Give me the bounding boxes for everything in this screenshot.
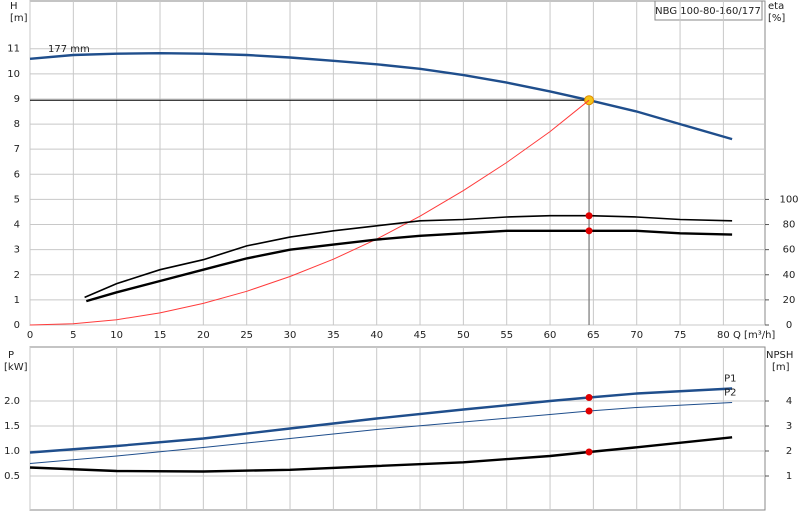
y-tick-label: 8 [14, 119, 20, 130]
y-tick-label: 2.0 [4, 396, 20, 407]
y2-axis-label: NPSH [766, 350, 793, 361]
curve [85, 229, 733, 303]
y2-tick-label: 20 [783, 295, 796, 306]
y-axis-unit: [m] [10, 13, 28, 24]
y-tick-label: 6 [14, 169, 20, 180]
operating-point [585, 407, 593, 415]
y-tick-label: 1.5 [4, 421, 20, 432]
y-tick-label: 4 [14, 220, 20, 231]
y-axis-label: H [10, 1, 18, 12]
chart-title: NBG 100-80-160/177 [655, 6, 761, 17]
curve [84, 214, 733, 299]
y-axis-label: P [8, 350, 14, 361]
y-tick-label: 9 [14, 94, 20, 105]
y2-tick-label: 40 [783, 270, 796, 281]
y-tick-label: 3 [14, 245, 20, 256]
y2-tick-label: 3 [786, 421, 792, 432]
x-tick-label: 10 [110, 330, 123, 341]
y2-axis-unit: [m] [772, 362, 790, 373]
curve [29, 436, 733, 473]
x-tick-label: 5 [70, 330, 76, 341]
x-tick-label: 70 [630, 330, 643, 341]
x-tick-label: 35 [327, 330, 340, 341]
curve [29, 51, 733, 141]
series-label: 177 mm [48, 44, 90, 55]
x-tick-label: 0 [27, 330, 33, 341]
y2-tick-label: 0 [786, 320, 792, 331]
x-tick-label: 60 [544, 330, 557, 341]
y-tick-label: 5 [14, 194, 20, 205]
x-tick-label: 45 [414, 330, 427, 341]
x-tick-label: 80 [717, 330, 730, 341]
x-tick-label: 55 [500, 330, 513, 341]
y2-tick-label: 80 [783, 220, 796, 231]
y-axis-unit: [kW] [4, 362, 28, 373]
x-tick-label: 40 [370, 330, 383, 341]
curve [29, 99, 590, 326]
x-tick-label: 30 [284, 330, 297, 341]
y2-axis-unit: [%] [768, 13, 785, 24]
y-tick-label: 1.0 [4, 446, 20, 457]
y-tick-label: 7 [14, 144, 20, 155]
y2-tick-label: 1 [786, 471, 792, 482]
y-tick-label: 10 [7, 69, 20, 80]
y2-tick-label: 60 [783, 245, 796, 256]
y2-axis-label: eta [768, 1, 784, 12]
x-tick-label: 75 [674, 330, 687, 341]
y2-tick-label: 2 [786, 446, 792, 457]
series-label: P2 [724, 388, 736, 399]
y-tick-label: 2 [14, 270, 20, 281]
operating-point [585, 212, 593, 220]
x-tick-label: 15 [154, 330, 167, 341]
y2-tick-label: 4 [786, 396, 792, 407]
x-tick-label: 50 [457, 330, 470, 341]
y-tick-label: 1 [14, 295, 20, 306]
y2-tick-label: 100 [779, 194, 798, 205]
x-tick-label: 25 [240, 330, 253, 341]
x-tick-label: 65 [587, 330, 600, 341]
y-tick-label: 0 [14, 320, 20, 331]
operating-point [585, 227, 593, 235]
operating-point [585, 394, 593, 401]
operating-point [585, 448, 593, 456]
y-tick-label: 0.5 [4, 471, 20, 482]
x-tick-label: 20 [197, 330, 210, 341]
y-tick-label: 11 [7, 44, 20, 55]
series-label: P1 [724, 374, 736, 385]
curve [29, 387, 733, 454]
curve [29, 402, 733, 464]
x-axis-label: Q [m³/h] [733, 330, 775, 341]
